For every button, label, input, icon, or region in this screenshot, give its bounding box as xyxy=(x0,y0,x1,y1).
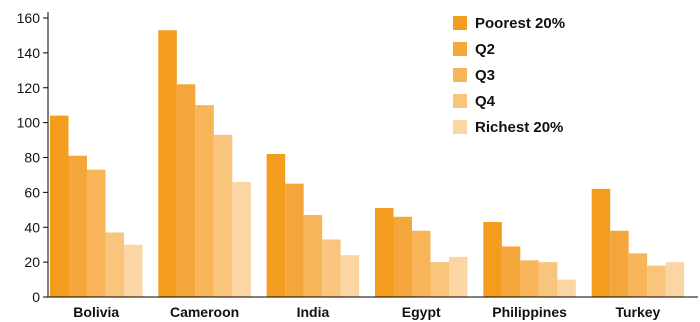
y-tick-label: 140 xyxy=(17,45,41,61)
x-category-label: Bolivia xyxy=(73,304,119,320)
legend-swatch xyxy=(453,16,467,30)
bar-turkey-series-5 xyxy=(665,262,685,297)
bar-bolivia-series-3 xyxy=(87,169,106,297)
legend: Poorest 20% Q2 Q3 Q4 Richest 20% xyxy=(453,15,565,136)
x-category-label: Turkey xyxy=(615,304,660,320)
bar-bolivia-series-5 xyxy=(124,244,143,297)
x-category-label: Cameroon xyxy=(170,304,239,320)
bar-philippines-series-3 xyxy=(520,260,539,297)
legend-label: Q3 xyxy=(475,67,495,84)
bar-india-series-2 xyxy=(285,183,304,297)
bar-egypt-series-4 xyxy=(430,262,449,297)
legend-label: Q2 xyxy=(475,41,495,58)
y-tick-label: 80 xyxy=(24,150,40,166)
legend-swatch xyxy=(453,94,467,108)
legend-label: Poorest 20% xyxy=(475,15,565,32)
x-category-label: Philippines xyxy=(492,304,567,320)
bar-philippines-series-4 xyxy=(538,262,558,297)
legend-swatch xyxy=(453,68,467,82)
legend-swatch xyxy=(453,120,467,134)
y-tick-label: 60 xyxy=(24,184,40,200)
bar-india-series-3 xyxy=(303,215,323,297)
bar-india-series-1 xyxy=(266,154,286,297)
y-tick-label: 20 xyxy=(24,254,40,270)
x-category-label: India xyxy=(297,304,330,320)
bar-cameroon-series-5 xyxy=(232,181,251,297)
bar-philippines-series-5 xyxy=(557,279,576,297)
bar-bolivia-series-1 xyxy=(50,115,69,298)
bar-india-series-4 xyxy=(322,239,341,297)
y-tick-label: 0 xyxy=(32,289,40,305)
bar-cameroon-series-1 xyxy=(158,30,177,298)
bar-philippines-series-1 xyxy=(483,222,502,297)
bar-egypt-series-1 xyxy=(375,208,394,297)
y-tick-label: 160 xyxy=(17,10,41,26)
bar-egypt-series-5 xyxy=(449,256,468,297)
y-tick-label: 40 xyxy=(24,219,40,235)
legend-swatch xyxy=(453,42,467,56)
legend-label: Richest 20% xyxy=(475,119,563,136)
bar-cameroon-series-4 xyxy=(213,134,233,297)
bar-philippines-series-2 xyxy=(501,246,521,297)
bar-india-series-5 xyxy=(340,255,360,297)
y-axis: 0 20 40 60 80 100 120 140 160 xyxy=(17,10,48,305)
bar-egypt-series-3 xyxy=(412,230,431,297)
bars xyxy=(50,30,685,298)
y-tick-label: 120 xyxy=(17,80,41,96)
x-category-label: Egypt xyxy=(402,304,441,320)
bar-egypt-series-2 xyxy=(393,216,412,297)
x-axis: Bolivia Cameroon India Egypt Philippines Turk… xyxy=(47,12,698,320)
bar-cameroon-series-2 xyxy=(176,84,196,297)
bar-turkey-series-4 xyxy=(647,265,666,297)
bar-turkey-series-2 xyxy=(610,230,629,297)
legend-label: Q4 xyxy=(475,93,496,110)
bar-cameroon-series-3 xyxy=(195,105,214,297)
bar-turkey-series-1 xyxy=(591,188,611,297)
y-tick-label: 100 xyxy=(17,115,41,131)
bar-bolivia-series-2 xyxy=(68,155,87,297)
bar-bolivia-series-4 xyxy=(105,232,124,297)
bar-turkey-series-3 xyxy=(628,253,648,297)
